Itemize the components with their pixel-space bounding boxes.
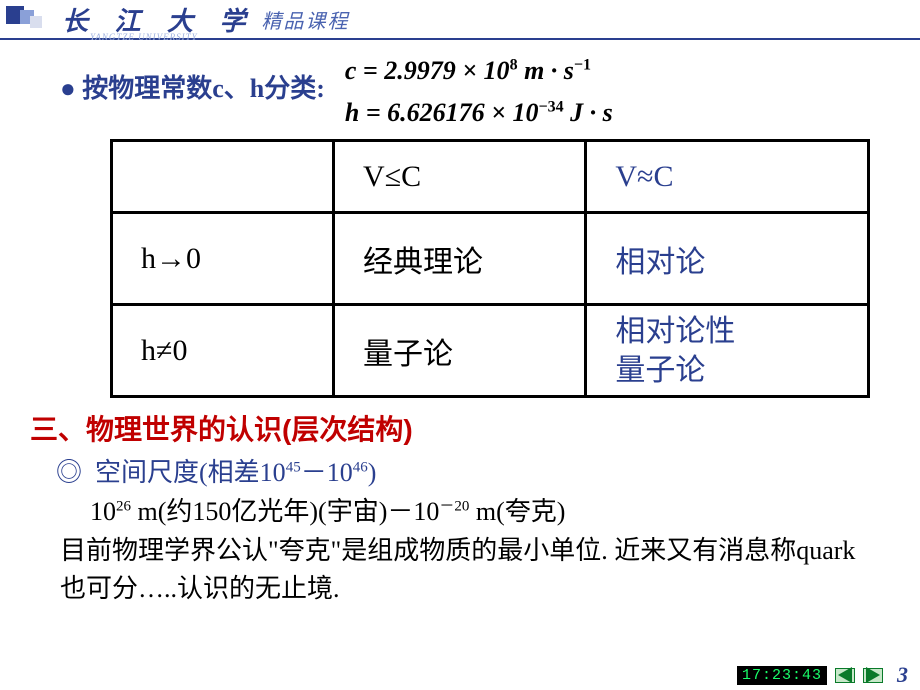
course-subtitle: 精品课程 — [262, 5, 350, 34]
table-cell: 量子论 — [334, 305, 586, 397]
logo-squares — [6, 6, 44, 32]
slide-content: ● 按物理常数c、h分类: c = 2.9979 × 108 m · s−1 h… — [0, 40, 920, 608]
table-cell: h→0 — [112, 213, 334, 305]
table-cell: 相对论 — [586, 213, 869, 305]
table-row: h→0 经典理论 相对论 — [112, 213, 869, 305]
physics-constants: c = 2.9979 × 108 m · s−1 h = 6.626176 × … — [345, 50, 613, 133]
scale-range-line: 1026 m(约150亿光年)(宇宙)－10－20 m(夸克) — [90, 491, 890, 528]
table-cell: 经典理论 — [334, 213, 586, 305]
constant-c: c = 2.9979 × 108 m · s−1 — [345, 50, 613, 92]
slide-footer: 17:23:43 3 — [737, 662, 908, 688]
classify-bullet: ● 按物理常数c、h分类: — [30, 50, 325, 105]
chevron-right-icon — [866, 667, 880, 683]
table-row: h≠0 量子论 相对论性量子论 — [112, 305, 869, 397]
nav-prev-button[interactable] — [835, 668, 855, 683]
chevron-left-icon — [838, 667, 852, 683]
table-row: V≤C V≈C — [112, 141, 869, 213]
classification-table: V≤C V≈C h→0 经典理论 相对论 h≠0 量子论 相对论性量子论 — [110, 139, 870, 398]
spatial-scale-line: ◎ 空间尺度(相差1045－1046) — [56, 452, 890, 489]
classify-row: ● 按物理常数c、h分类: c = 2.9979 × 108 m · s−1 h… — [30, 50, 890, 133]
clock-display: 17:23:43 — [737, 666, 827, 685]
nav-next-button[interactable] — [863, 668, 883, 683]
quark-paragraph: 目前物理学界公认"夸克"是组成物质的最小单位. 近来又有消息称quark 也可分… — [60, 532, 870, 607]
slide-header: 长 江 大 学 精品课程 YANGTZE UNIVERSITY — [0, 0, 920, 40]
table-cell: 相对论性量子论 — [586, 305, 869, 397]
table-cell: V≈C — [586, 141, 869, 213]
table-cell — [112, 141, 334, 213]
constant-h: h = 6.626176 × 10−34 J · s — [345, 92, 613, 134]
page-number: 3 — [897, 662, 908, 688]
section-3-title: 三、物理世界的认识(层次结构) — [30, 408, 890, 448]
table-cell: V≤C — [334, 141, 586, 213]
table-cell: h≠0 — [112, 305, 334, 397]
